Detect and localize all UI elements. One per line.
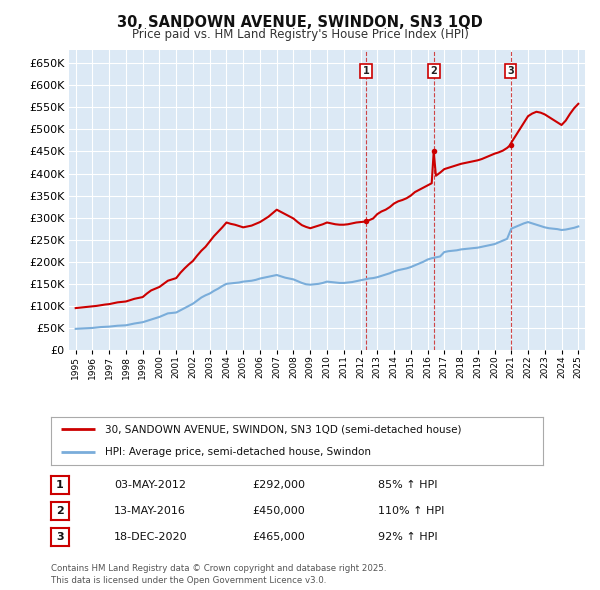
Text: 03-MAY-2012: 03-MAY-2012 [114, 480, 186, 490]
Text: Price paid vs. HM Land Registry's House Price Index (HPI): Price paid vs. HM Land Registry's House … [131, 28, 469, 41]
Text: 2: 2 [430, 66, 437, 76]
Text: 30, SANDOWN AVENUE, SWINDON, SN3 1QD: 30, SANDOWN AVENUE, SWINDON, SN3 1QD [117, 15, 483, 30]
Text: 110% ↑ HPI: 110% ↑ HPI [378, 506, 445, 516]
Text: 18-DEC-2020: 18-DEC-2020 [114, 532, 188, 542]
Text: £465,000: £465,000 [252, 532, 305, 542]
Text: 30, SANDOWN AVENUE, SWINDON, SN3 1QD (semi-detached house): 30, SANDOWN AVENUE, SWINDON, SN3 1QD (se… [105, 424, 461, 434]
Text: £450,000: £450,000 [252, 506, 305, 516]
Text: 1: 1 [363, 66, 370, 76]
Text: 3: 3 [507, 66, 514, 76]
Text: 13-MAY-2016: 13-MAY-2016 [114, 506, 186, 516]
Text: 3: 3 [56, 532, 64, 542]
Text: £292,000: £292,000 [252, 480, 305, 490]
Text: HPI: Average price, semi-detached house, Swindon: HPI: Average price, semi-detached house,… [105, 447, 371, 457]
Text: 2: 2 [56, 506, 64, 516]
Text: 92% ↑ HPI: 92% ↑ HPI [378, 532, 437, 542]
Text: 1: 1 [56, 480, 64, 490]
Text: 85% ↑ HPI: 85% ↑ HPI [378, 480, 437, 490]
Text: Contains HM Land Registry data © Crown copyright and database right 2025.
This d: Contains HM Land Registry data © Crown c… [51, 565, 386, 585]
